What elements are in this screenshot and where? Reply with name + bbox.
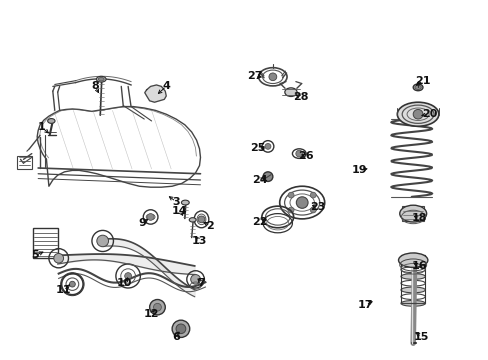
Ellipse shape (48, 118, 55, 123)
Text: 26: 26 (297, 151, 313, 161)
Bar (33, 229, 58, 258)
Ellipse shape (98, 77, 104, 81)
Text: 20: 20 (421, 109, 436, 119)
Circle shape (153, 303, 161, 311)
Text: 25: 25 (250, 143, 265, 153)
Ellipse shape (284, 88, 296, 96)
Ellipse shape (400, 260, 425, 266)
Polygon shape (144, 85, 166, 102)
Text: 3: 3 (172, 197, 180, 207)
Text: 18: 18 (411, 213, 427, 224)
Ellipse shape (96, 76, 106, 82)
Text: 12: 12 (143, 309, 159, 319)
Circle shape (287, 192, 293, 198)
Ellipse shape (398, 253, 427, 267)
Circle shape (198, 216, 204, 223)
Text: 10: 10 (117, 278, 132, 288)
Bar (401, 206, 424, 221)
Circle shape (263, 172, 272, 181)
Circle shape (412, 109, 422, 119)
Ellipse shape (400, 301, 425, 306)
Ellipse shape (181, 200, 189, 205)
Text: 2: 2 (206, 221, 214, 231)
Text: 17: 17 (357, 300, 373, 310)
Text: 28: 28 (292, 92, 308, 102)
Text: 16: 16 (411, 261, 427, 271)
Ellipse shape (400, 274, 425, 279)
Circle shape (296, 197, 307, 208)
Text: 13: 13 (191, 236, 207, 246)
Circle shape (190, 275, 200, 284)
Circle shape (172, 320, 189, 337)
Text: 14: 14 (172, 206, 187, 216)
Text: 24: 24 (252, 175, 267, 185)
Circle shape (268, 73, 276, 81)
Circle shape (264, 144, 270, 149)
Circle shape (149, 300, 165, 315)
Text: 6: 6 (172, 332, 180, 342)
Circle shape (124, 273, 131, 279)
Text: 7: 7 (197, 278, 205, 288)
Circle shape (310, 192, 316, 198)
Circle shape (310, 207, 316, 213)
Text: 15: 15 (413, 332, 428, 342)
Ellipse shape (399, 205, 426, 222)
Text: 5: 5 (31, 250, 39, 260)
Ellipse shape (189, 218, 196, 222)
Circle shape (54, 253, 63, 263)
Text: 21: 21 (414, 76, 430, 86)
Circle shape (295, 150, 302, 157)
Ellipse shape (414, 85, 421, 90)
Ellipse shape (412, 84, 422, 91)
Text: 23: 23 (309, 202, 325, 212)
Circle shape (69, 281, 75, 287)
Circle shape (97, 235, 108, 247)
Text: 22: 22 (252, 217, 267, 227)
Ellipse shape (397, 102, 438, 126)
Text: 19: 19 (351, 165, 366, 175)
Circle shape (287, 207, 293, 213)
Ellipse shape (400, 287, 425, 293)
Text: 4: 4 (162, 81, 170, 91)
Text: 8: 8 (91, 81, 99, 91)
Text: 1: 1 (38, 122, 45, 132)
Text: 27: 27 (247, 71, 263, 81)
Circle shape (176, 324, 185, 334)
Circle shape (147, 213, 154, 220)
Text: 9: 9 (139, 218, 146, 228)
Bar (17, 156, 32, 169)
Text: 11: 11 (56, 285, 71, 296)
